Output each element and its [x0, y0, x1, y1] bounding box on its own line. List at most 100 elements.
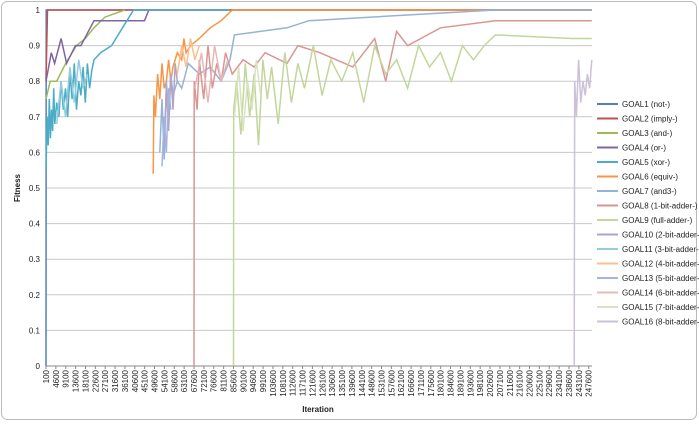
x-tick-label: 27100: [101, 369, 110, 392]
x-tick-label: 81100: [220, 369, 229, 391]
y-tick-label: 0.6: [29, 148, 41, 157]
x-tick-label: 18100: [81, 369, 90, 392]
x-tick-label: 94600: [249, 369, 258, 392]
series-line: [45, 9, 150, 82]
x-tick-label: 63100: [180, 369, 189, 392]
x-tick-label: 166600: [407, 369, 416, 396]
legend-label: GOAL10 (2-bit-adder-): [622, 231, 699, 240]
series-line: [176, 38, 201, 75]
y-tick-label: 0.3: [29, 255, 41, 264]
y-tick-label: 1: [36, 6, 41, 15]
x-tick-label: 90100: [239, 369, 248, 392]
chart-frame: [1, 1, 697, 420]
series-line: [573, 59, 593, 367]
x-tick-label: 207100: [496, 369, 505, 396]
y-tick-label: 0.7: [29, 113, 41, 122]
x-tick-label: 157600: [387, 369, 396, 396]
legend-label: GOAL5 (xor-): [622, 158, 670, 167]
x-tick-label: 9100: [62, 369, 71, 387]
x-tick-label: 211600: [506, 369, 515, 396]
legend-label: GOAL9 (full-adder-): [622, 216, 693, 225]
legend-label: GOAL8 (1-bit-adder-): [622, 202, 698, 211]
x-tick-label: 238600: [565, 369, 574, 396]
x-tick-label: 148600: [368, 369, 377, 396]
x-tick-label: 234100: [555, 369, 564, 396]
x-tick-label: 103600: [269, 369, 278, 396]
legend-label: GOAL13 (5-bit-adder-): [622, 274, 699, 283]
x-tick-label: 139600: [348, 369, 357, 396]
x-tick-label: 162100: [397, 369, 406, 396]
y-tick-label: 0.4: [29, 220, 41, 229]
x-tick-label: 126100: [318, 369, 327, 396]
legend-label: GOAL12 (4-bit-adder-): [622, 260, 699, 269]
x-tick-label: 54100: [160, 369, 169, 392]
x-tick-label: 76600: [210, 369, 219, 392]
series-line: [194, 45, 229, 103]
legend-label: GOAL3 (and-): [622, 129, 673, 138]
series-line: [161, 88, 172, 167]
x-tick-label: 243100: [575, 369, 584, 396]
series-line: [232, 34, 592, 367]
series-line: [163, 63, 179, 146]
legend-label: GOAL4 (or-): [622, 144, 666, 153]
series-line: [45, 9, 230, 171]
y-tick-label: 0.2: [29, 291, 41, 300]
x-tick-label: 225100: [535, 369, 544, 396]
legend-label: GOAL6 (equiv-): [622, 173, 678, 182]
x-tick-label: 180100: [437, 369, 446, 396]
legend-label: GOAL14 (6-bit-adder-): [622, 289, 699, 298]
legend-label: GOAL2 (imply-): [622, 115, 678, 124]
x-tick-label: 216100: [516, 369, 525, 396]
x-tick-label: 67600: [190, 369, 199, 392]
y-tick-label: 0.5: [29, 184, 41, 193]
x-tick-label: 189100: [456, 369, 465, 396]
x-tick-label: 247600: [585, 369, 594, 396]
x-tick-label: 175600: [427, 369, 436, 396]
x-tick-label: 153100: [377, 369, 386, 396]
x-tick-label: 100: [42, 369, 51, 383]
x-tick-label: 99100: [259, 369, 268, 392]
x-tick-label: 112600: [289, 369, 298, 396]
y-tick-label: 0: [36, 362, 41, 371]
x-tick-label: 49600: [151, 369, 160, 392]
x-tick-label: 193600: [466, 369, 475, 396]
x-tick-label: 184600: [447, 369, 456, 396]
x-tick-label: 171100: [417, 369, 426, 396]
y-tick-label: 0.1: [29, 326, 41, 335]
x-tick-label: 108100: [279, 369, 288, 396]
x-tick-label: 130600: [328, 369, 337, 396]
legend-label: GOAL7 (and3-): [622, 187, 677, 196]
x-tick-label: 58600: [170, 369, 179, 392]
x-tick-label: 22600: [91, 369, 100, 392]
x-tick-label: 40600: [131, 369, 140, 392]
series-line: [233, 59, 262, 132]
y-axis-title: Fitness: [13, 173, 22, 202]
x-tick-label: 220600: [526, 369, 535, 396]
x-tick-label: 13600: [72, 369, 81, 392]
series-line: [159, 9, 592, 160]
y-tick-label: 0.9: [29, 42, 41, 51]
legend-label: GOAL11 (3-bit-adder-): [622, 245, 699, 254]
legend-label: GOAL15 (7-bit-adder-): [622, 303, 699, 312]
x-tick-label: 36100: [121, 369, 130, 392]
x-tick-label: 198100: [476, 369, 485, 396]
series-line: [55, 59, 89, 124]
x-tick-label: 117100: [299, 369, 308, 396]
series-line: [152, 9, 592, 174]
x-tick-label: 202600: [486, 369, 495, 396]
y-tick-label: 0.8: [29, 77, 41, 86]
x-tick-label: 135100: [338, 369, 347, 396]
x-tick-label: 85600: [229, 369, 238, 392]
series-line: [193, 19, 592, 367]
x-tick-label: 72100: [200, 369, 209, 392]
legend-label: GOAL1 (not-): [622, 100, 670, 109]
legend-label: GOAL16 (8-bit-adder-): [622, 318, 699, 327]
x-tick-label: 121600: [308, 369, 317, 396]
x-tick-label: 144100: [358, 369, 367, 396]
x-tick-label: 31600: [111, 369, 120, 392]
x-axis-title: Iteration: [302, 405, 334, 414]
x-tick-label: 4600: [52, 369, 61, 387]
x-tick-label: 229600: [545, 369, 554, 396]
x-tick-label: 45100: [141, 369, 150, 392]
